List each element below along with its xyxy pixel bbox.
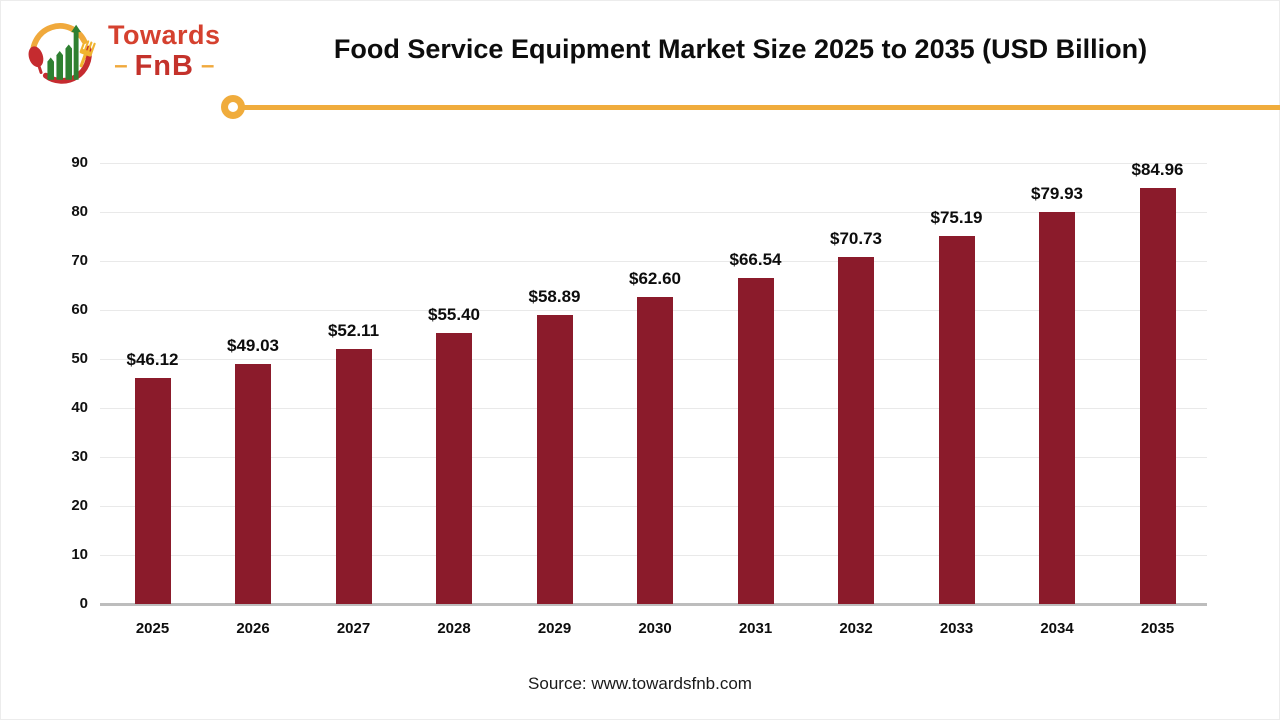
brand-dash-left: – (114, 52, 128, 80)
y-tick-label: 80 (71, 203, 88, 220)
bar-value-label: $62.60 (629, 269, 681, 289)
y-tick-label: 50 (71, 350, 88, 367)
bar (335, 348, 372, 604)
bar (1039, 212, 1075, 604)
gridline (100, 162, 1207, 164)
bar (134, 378, 171, 604)
accent-line-circle (221, 95, 245, 119)
bar (737, 277, 774, 604)
x-tick-label: 2030 (638, 620, 672, 637)
brand-name-bottom: FnB (134, 49, 194, 82)
x-tick-label: 2032 (839, 620, 873, 637)
bar-chart: 0 10 20 30 40 50 60 70 80 90 $46.12 2025 $49.03 2026 $… (71, 154, 1207, 637)
brand-logo: Towards – FnB – (22, 12, 221, 90)
y-tick-label: 90 (71, 154, 88, 171)
brand-name-top: Towards (108, 19, 221, 50)
brand-wordmark: Towards – FnB – (108, 19, 221, 82)
x-tick-label: 2028 (437, 620, 471, 637)
bar (637, 297, 673, 604)
bar-value-label: $84.96 (1131, 159, 1184, 179)
bar-value-label: $52.11 (327, 320, 380, 340)
accent-line (244, 105, 1280, 110)
x-tick-label: 2031 (738, 620, 773, 637)
bar (235, 363, 271, 604)
y-tick-label: 30 (71, 448, 88, 465)
x-axis-line (100, 603, 1207, 606)
bar (1139, 187, 1176, 604)
x-tick-label: 2027 (336, 620, 371, 637)
gridline (100, 260, 1207, 262)
y-tick-label: 20 (71, 497, 88, 514)
bar-value-label: $55.40 (428, 304, 480, 324)
bar-value-label: $66.54 (729, 249, 782, 269)
bar (938, 235, 975, 604)
bar-value-label: $70.73 (830, 229, 882, 249)
bar (436, 332, 472, 604)
brand-dash-right: – (200, 52, 215, 80)
x-tick-label: 2033 (939, 620, 974, 637)
bar-value-label: $79.93 (1031, 184, 1083, 204)
gridline (100, 211, 1207, 213)
x-tick-label: 2034 (1040, 620, 1074, 637)
chart-title: Food Service Equipment Market Size 2025 … (333, 34, 1148, 64)
x-tick-label: 2025 (135, 620, 170, 637)
y-tick-label: 70 (71, 252, 88, 269)
x-tick-label: 2026 (236, 620, 270, 637)
brand-logo-icon (28, 23, 96, 84)
bar-value-label: $75.19 (930, 207, 983, 227)
y-tick-label: 10 (71, 546, 88, 563)
source-text: Source: www.towardsfnb.com (528, 674, 752, 693)
bar-value-label: $49.03 (227, 335, 279, 355)
y-tick-label: 0 (79, 595, 88, 612)
bar (536, 315, 573, 604)
bar-value-label: $58.89 (528, 287, 581, 307)
y-tick-label: 40 (71, 399, 88, 416)
x-tick-label: 2029 (537, 620, 572, 637)
y-tick-label: 60 (71, 301, 88, 318)
bar (838, 257, 874, 604)
x-tick-label: 2035 (1140, 620, 1175, 637)
bar-value-label: $46.12 (126, 350, 179, 370)
